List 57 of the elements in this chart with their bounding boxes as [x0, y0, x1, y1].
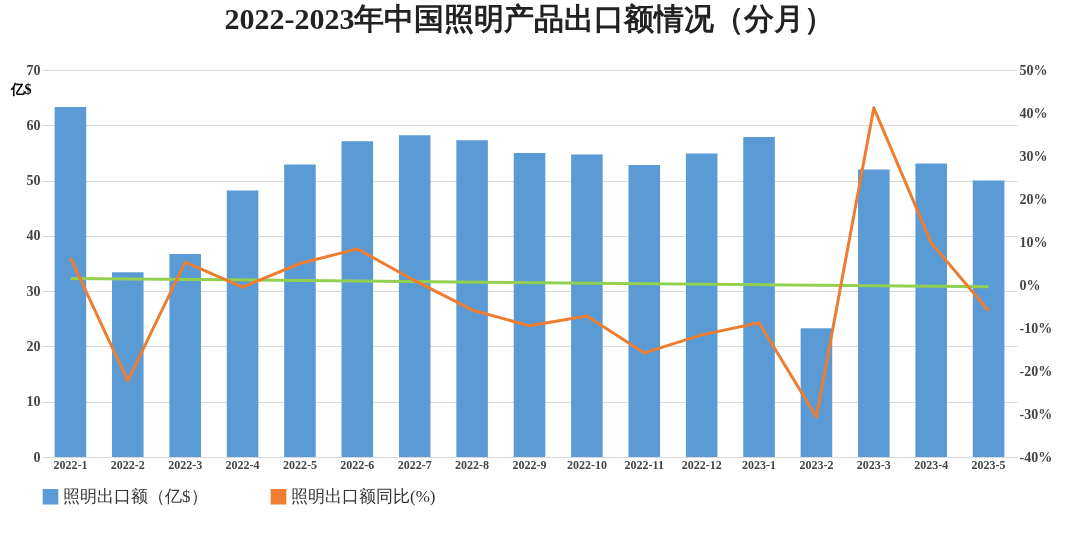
x-tick-label: 2022-9	[512, 457, 547, 472]
y2-tick-label: 10%	[1019, 234, 1048, 250]
y-tick-label: 50	[26, 173, 41, 189]
y-tick-label: 0	[33, 449, 41, 465]
x-tick-label: 2022-11	[624, 457, 664, 472]
x-tick-label: 2022-8	[455, 457, 490, 472]
y2-tick-label: -10%	[1019, 320, 1053, 336]
bar	[456, 140, 488, 457]
y-tick-label: 70	[26, 62, 41, 78]
x-tick-label: 2023-4	[914, 457, 949, 472]
bar	[226, 190, 259, 457]
bar	[284, 164, 316, 457]
y-tick-label: 20	[26, 338, 41, 354]
bar	[743, 136, 775, 457]
y2-tick-label: 0%	[1019, 277, 1041, 293]
chart-title: 2022-2023年中国照明产品出口额情况（分月）	[224, 2, 835, 35]
y2-tick-label: 50%	[1019, 62, 1048, 78]
bar	[915, 163, 947, 457]
x-tick-label: 2022-1	[53, 457, 88, 472]
x-tick-label: 2022-6	[340, 457, 375, 472]
x-tick-label: 2023-1	[742, 457, 777, 472]
y-axis-title: 亿$	[9, 81, 32, 97]
legend-label: 照明出口额同比(%)	[291, 486, 436, 506]
x-tick-label: 2022-2	[110, 457, 145, 472]
x-tick-label: 2022-7	[397, 457, 432, 472]
line-series	[68, 106, 991, 419]
x-tick-label: 2022-12	[681, 457, 722, 472]
bar	[571, 154, 603, 457]
x-tick-label: 2023-5	[971, 457, 1006, 472]
y2-tick-label: -20%	[1019, 363, 1053, 379]
y2-tick-label: 30%	[1019, 148, 1048, 164]
bar	[628, 165, 661, 457]
legend-label: 照明出口额（亿$）	[63, 486, 208, 506]
bar	[513, 152, 546, 457]
x-tick-label: 2022-3	[168, 457, 203, 472]
y2-tick-label: 40%	[1019, 105, 1048, 121]
bar	[858, 169, 890, 457]
y-tick-label: 40	[26, 228, 41, 244]
x-tick-label: 2023-2	[799, 457, 834, 472]
bar	[169, 254, 201, 457]
x-tick-label: 2022-5	[282, 457, 317, 472]
y2-tick-label: -40%	[1019, 449, 1053, 465]
x-tick-label: 2023-3	[856, 457, 891, 472]
bar	[398, 135, 431, 457]
y2-tick-label: 20%	[1019, 191, 1048, 207]
x-tick-label: 2022-4	[225, 457, 260, 472]
bar	[800, 328, 833, 457]
bar	[112, 272, 144, 457]
bar	[972, 180, 1005, 457]
y-tick-label: 30	[26, 283, 41, 299]
bar	[54, 107, 87, 457]
bar	[685, 153, 718, 457]
y2-tick-label: -30%	[1019, 406, 1053, 422]
y-tick-label: 60	[26, 117, 41, 133]
bar	[341, 141, 374, 457]
y-tick-label: 10	[26, 394, 41, 410]
x-tick-label: 2022-10	[566, 457, 607, 472]
